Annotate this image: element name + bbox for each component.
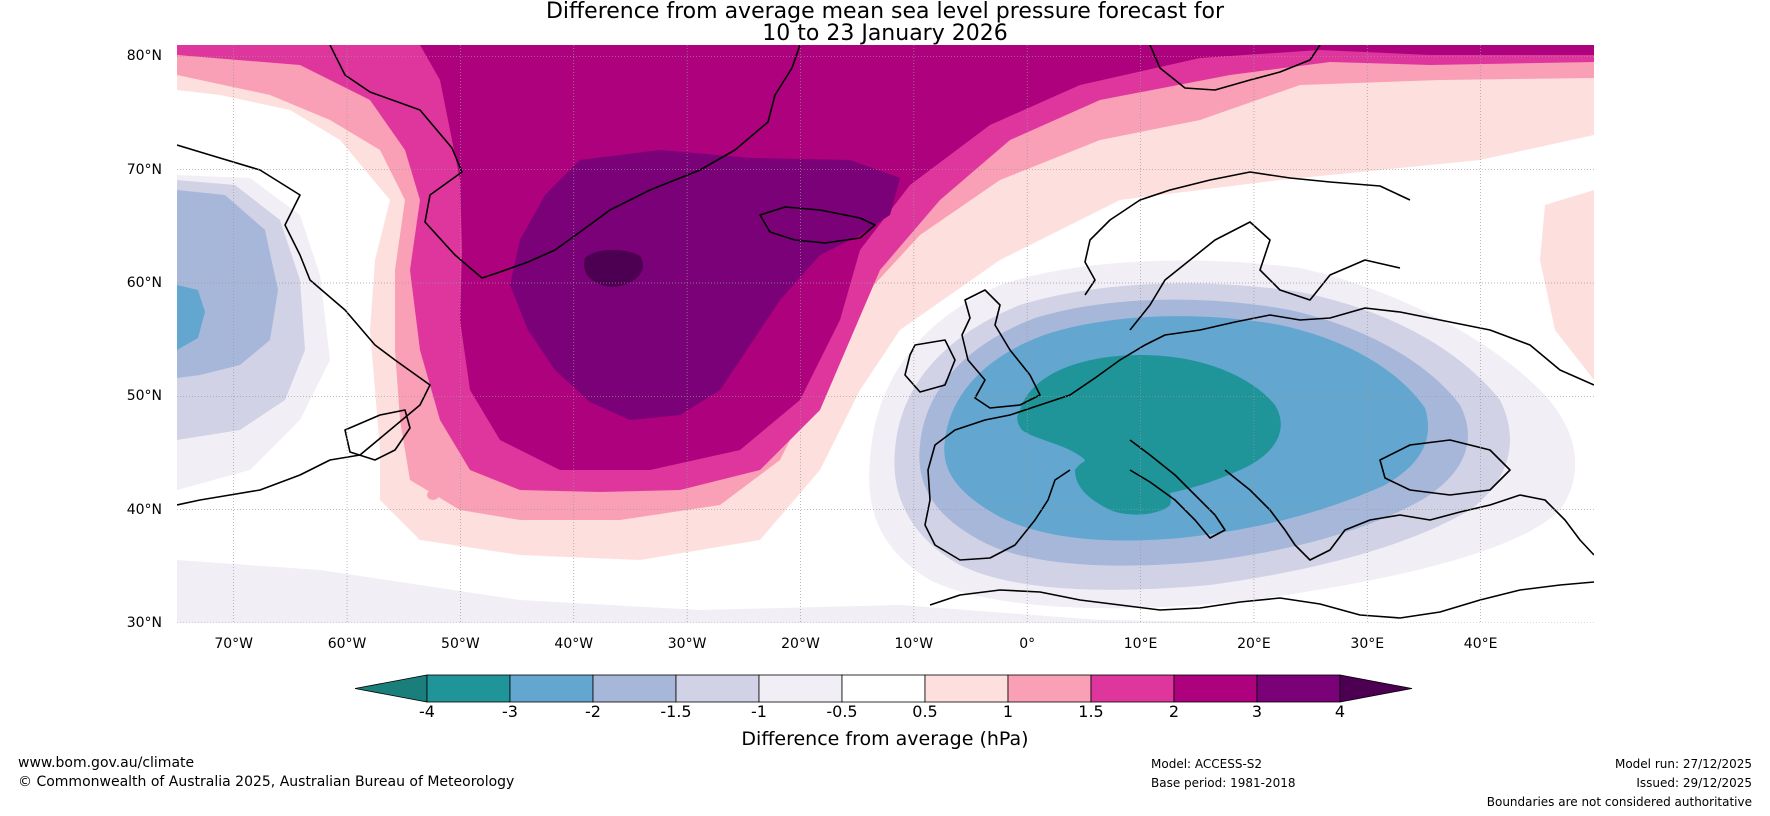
- colorbar-tick-label: 2: [1168, 702, 1180, 721]
- colorbar-segment: [758, 674, 843, 703]
- svalbard-coast: [1149, 45, 1321, 91]
- longitude-tick-label: 20°E: [1237, 636, 1271, 652]
- iberia-coast: [924, 414, 1071, 561]
- latitude-tick-label: 70°N: [126, 161, 162, 178]
- black-sea-coast: [1379, 439, 1511, 496]
- balkans-greece-coast: [1224, 469, 1521, 561]
- colorbar-tick-label: -4: [419, 702, 435, 721]
- longitude-tick-label: 70°W: [214, 636, 253, 652]
- contour-minus-0.5-to-minus-1-south: [177, 560, 1300, 623]
- colorbar-segment: [1090, 674, 1175, 703]
- colorbar-tick-label: 3: [1251, 702, 1263, 721]
- ireland-coast: [904, 339, 956, 393]
- footer-base-period: Base period: 1981-2018: [1151, 776, 1296, 790]
- colorbar-high-extend-arrow: [1339, 674, 1413, 703]
- contour-minus-3-to-minus-4: [1017, 355, 1281, 498]
- longitude-tick-label: 30°E: [1350, 636, 1385, 652]
- longitude-tick-label: 10°E: [1123, 636, 1158, 652]
- colorbar-tick-label: -3: [502, 702, 518, 721]
- contour-minus-2-to-minus-3-canada: [177, 285, 205, 350]
- footer-model: Model: ACCESS-S2: [1151, 757, 1263, 771]
- colorbar-segment: [592, 674, 677, 703]
- europe-north-coast: [1009, 307, 1594, 416]
- colorbar-tick-label: 4: [1334, 702, 1346, 721]
- italy-coast: [1129, 439, 1226, 539]
- colorbar-segment: [426, 674, 511, 703]
- colorbar-segment: [1256, 674, 1341, 703]
- newfoundland-coast: [344, 409, 411, 461]
- colorbar-segment: [841, 674, 926, 703]
- colorbar-segment: [675, 674, 760, 703]
- sweden-finland-coast: [1129, 221, 1401, 331]
- latitude-tick-label: 30°N: [126, 615, 162, 631]
- latitude-tick-label: 50°N: [126, 388, 162, 405]
- contour-minus-1.5-to-minus-2-canada: [177, 190, 278, 378]
- contour-3-to-4: [510, 150, 900, 420]
- contour-0.5-to-1-east: [1540, 190, 1594, 380]
- contour-1-to-1.5-patch: [427, 490, 439, 500]
- latitude-tick-label: 60°N: [126, 275, 162, 291]
- colorbar-tick-label: -2: [585, 702, 601, 721]
- footer-disclaimer: Boundaries are not considered authoritat…: [1486, 795, 1752, 809]
- footer-model-run: Model run: 27/12/2025: [1614, 757, 1752, 771]
- contour-minus-3-to-minus-4-italy: [1075, 455, 1171, 515]
- colorbar-segment: [1007, 674, 1092, 703]
- latitude-tick-label: 80°N: [126, 48, 162, 65]
- footer-website: www.bom.gov.au/climate: [18, 755, 195, 771]
- map-title-line2: 10 to 23 January 2026: [762, 21, 1008, 46]
- longitude-tick-label: 40°E: [1463, 636, 1498, 652]
- colorbar: [354, 674, 1413, 703]
- latitude-tick-label: 40°N: [126, 501, 162, 518]
- longitude-tick-label: 10°W: [894, 636, 934, 652]
- greenland-coast: [329, 45, 801, 279]
- longitude-tick-label: 20°W: [781, 636, 820, 652]
- longitude-tick-label: 60°W: [327, 636, 367, 652]
- contour-above-4: [584, 249, 643, 287]
- gridlines: [177, 45, 1594, 623]
- coastlines: [177, 45, 1594, 619]
- colorbar-segment: [509, 674, 594, 703]
- norway-coast: [1084, 171, 1411, 296]
- colorbar-tick-label: -1: [751, 702, 767, 721]
- middle-east-coast: [1519, 494, 1594, 556]
- footer-copyright: © Commonwealth of Australia 2025, Austra…: [18, 774, 515, 790]
- longitude-tick-label: 0°: [1019, 636, 1036, 652]
- colorbar-tick-label: 0.5: [912, 702, 938, 721]
- longitude-tick-label: 40°W: [554, 636, 594, 652]
- colorbar-tick-label: 1: [1002, 702, 1014, 721]
- colorbar-segment: [924, 674, 1009, 703]
- colorbar-tick-label: -0.5: [826, 702, 858, 721]
- colorbar-tick-label: 1.5: [1078, 702, 1104, 721]
- colorbar-segment: [1173, 674, 1258, 703]
- colorbar-low-extend-arrow: [354, 674, 428, 703]
- north-africa-coast: [929, 581, 1594, 619]
- colorbar-tick-label: -1.5: [660, 702, 692, 721]
- footer-issued: Issued: 29/12/2025: [1636, 776, 1752, 790]
- map-title-line1: Difference from average mean sea level p…: [545, 0, 1225, 24]
- colorbar-title: Difference from average (hPa): [741, 728, 1029, 750]
- great-britain-coast: [961, 289, 1041, 409]
- map-plot-area: [177, 45, 1594, 623]
- canada-coast: [177, 144, 431, 506]
- longitude-tick-label: 30°W: [667, 636, 707, 652]
- iceland-coast: [759, 206, 876, 244]
- longitude-tick-label: 50°W: [441, 636, 480, 652]
